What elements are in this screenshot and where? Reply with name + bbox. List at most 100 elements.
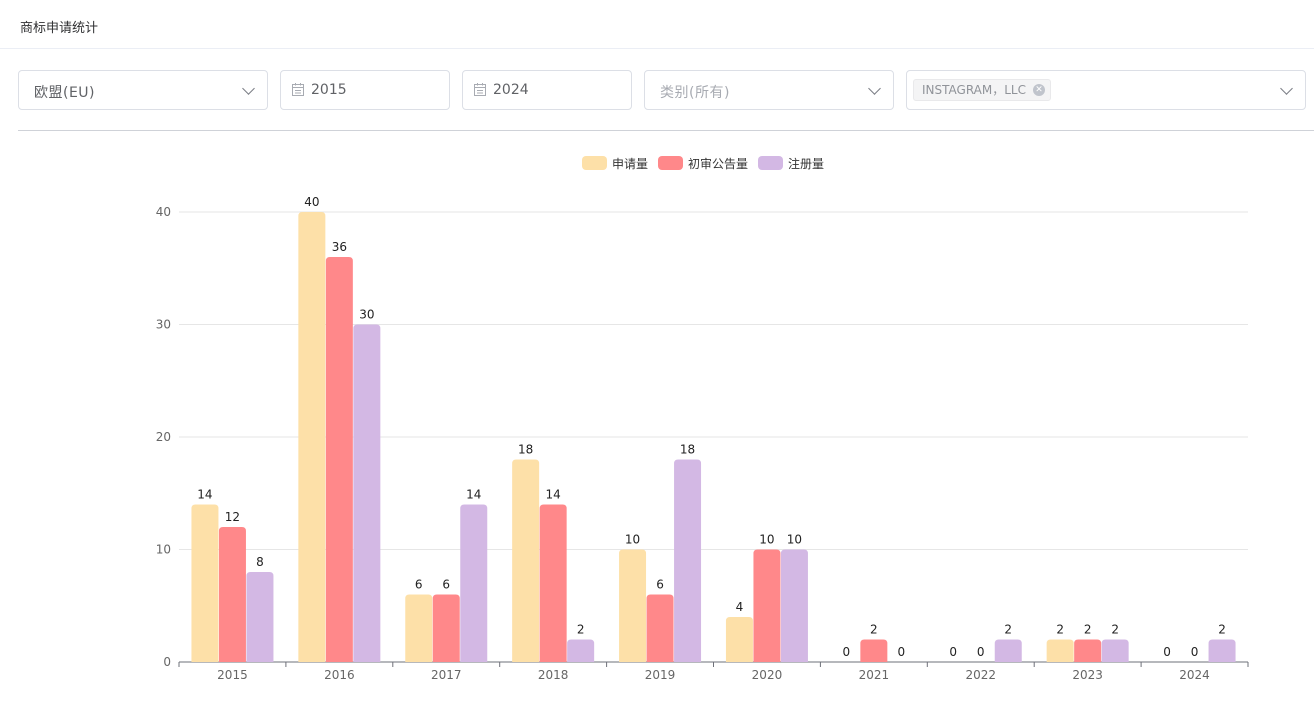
legend-swatch — [658, 156, 684, 170]
bar[interactable] — [860, 639, 888, 663]
data-label: 18 — [518, 443, 533, 457]
region-select-value: 欧盟(EU) — [34, 85, 96, 101]
data-label: 18 — [680, 443, 695, 457]
end-year-value: 2024 — [493, 82, 529, 98]
data-label: 36 — [332, 240, 347, 254]
bar[interactable] — [432, 594, 460, 663]
data-label: 2 — [1218, 623, 1226, 637]
bar[interactable] — [460, 504, 488, 663]
bar[interactable] — [725, 617, 753, 662]
bar[interactable] — [1208, 639, 1236, 663]
bar[interactable] — [780, 549, 808, 663]
data-label: 2 — [1084, 623, 1092, 637]
bar[interactable] — [191, 504, 219, 663]
y-tick-label: 10 — [156, 543, 171, 557]
data-label: 14 — [546, 488, 561, 502]
legend-label: 申请量 — [612, 156, 649, 171]
applicant-select[interactable]: INSTAGRAM，LLC ✕ — [906, 70, 1306, 110]
data-label: 40 — [304, 195, 319, 209]
legend-item-series-1[interactable]: 初审公告量 — [658, 155, 748, 171]
legend-item-series-2[interactable]: 注册量 — [758, 155, 824, 171]
chevron-down-icon — [242, 82, 255, 95]
x-tick-label: 2019 — [645, 668, 676, 682]
calendar-icon — [292, 83, 304, 96]
start-year-value: 2015 — [311, 82, 347, 98]
x-tick-label: 2015 — [217, 668, 248, 682]
legend-swatch — [758, 156, 784, 170]
calendar-icon — [474, 83, 486, 96]
y-tick-label: 30 — [156, 318, 171, 332]
x-tick-label: 2021 — [859, 668, 890, 682]
data-label: 30 — [359, 308, 374, 322]
applicant-tag: INSTAGRAM，LLC ✕ — [913, 79, 1051, 101]
bar[interactable] — [753, 549, 781, 663]
y-tick-label: 40 — [156, 205, 171, 219]
x-tick-label: 2017 — [431, 668, 462, 682]
data-label: 14 — [466, 488, 481, 502]
x-tick-label: 2024 — [1179, 668, 1210, 682]
legend-label: 初审公告量 — [688, 156, 749, 171]
data-label: 0 — [977, 645, 985, 659]
x-tick-label: 2018 — [538, 668, 569, 682]
bar[interactable] — [512, 459, 540, 663]
bar[interactable] — [619, 549, 647, 663]
bar[interactable] — [405, 594, 433, 663]
filter-divider — [18, 130, 1314, 131]
bar[interactable] — [246, 572, 274, 662]
chevron-down-icon — [1280, 82, 1293, 95]
category-select[interactable]: 类别(所有) — [644, 70, 894, 110]
data-label: 4 — [736, 600, 744, 614]
bar[interactable] — [298, 212, 326, 662]
bar[interactable] — [567, 639, 595, 663]
x-tick-label: 2023 — [1072, 668, 1103, 682]
bar[interactable] — [1101, 639, 1129, 663]
page-header: 商标申请统计 — [0, 0, 1314, 49]
y-tick-label: 0 — [163, 655, 171, 669]
data-label: 0 — [843, 645, 851, 659]
bar[interactable] — [1046, 639, 1074, 663]
data-label: 6 — [442, 578, 450, 592]
region-select[interactable]: 欧盟(EU) — [18, 70, 268, 110]
data-label: 2 — [870, 623, 878, 637]
page-title: 商标申请统计 — [20, 21, 99, 36]
data-label: 0 — [1163, 645, 1171, 659]
data-label: 8 — [256, 555, 264, 569]
bar[interactable] — [353, 324, 381, 663]
data-label: 10 — [759, 533, 774, 547]
bar[interactable] — [646, 594, 674, 663]
data-label: 0 — [949, 645, 957, 659]
x-tick-label: 2022 — [965, 668, 996, 682]
data-label: 0 — [1191, 645, 1199, 659]
chevron-down-icon — [868, 82, 881, 95]
close-icon[interactable]: ✕ — [1033, 84, 1045, 96]
data-label: 2 — [1111, 623, 1119, 637]
bar[interactable] — [994, 639, 1022, 663]
x-tick-label: 2020 — [752, 668, 783, 682]
data-label: 12 — [225, 510, 240, 524]
legend-label: 注册量 — [788, 156, 825, 171]
filter-bar: 欧盟(EU) 2015 2024 类别(所有) INSTAGRAM，L — [0, 50, 1314, 132]
chart-legend: 申请量 初审公告量 注册量 — [582, 155, 824, 171]
data-label: 6 — [656, 578, 664, 592]
bar[interactable] — [539, 504, 567, 663]
data-label: 14 — [197, 488, 212, 502]
end-year-picker[interactable]: 2024 — [462, 70, 632, 110]
x-tick-label: 2016 — [324, 668, 355, 682]
applicant-tag-label: INSTAGRAM，LLC — [922, 83, 1026, 97]
data-label: 10 — [625, 533, 640, 547]
legend-swatch — [582, 156, 607, 170]
start-year-picker[interactable]: 2015 — [280, 70, 450, 110]
data-label: 10 — [787, 533, 802, 547]
data-label: 2 — [577, 623, 585, 637]
bar[interactable] — [1074, 639, 1102, 663]
data-label: 6 — [415, 578, 423, 592]
category-select-placeholder: 类别(所有) — [660, 85, 730, 101]
legend-item-series-0[interactable]: 申请量 — [582, 155, 648, 171]
bar[interactable] — [218, 527, 246, 662]
y-tick-label: 20 — [156, 430, 171, 444]
data-label: 2 — [1056, 623, 1064, 637]
data-label: 2 — [1004, 623, 1012, 637]
bar[interactable] — [325, 257, 353, 662]
bar[interactable] — [674, 459, 702, 663]
